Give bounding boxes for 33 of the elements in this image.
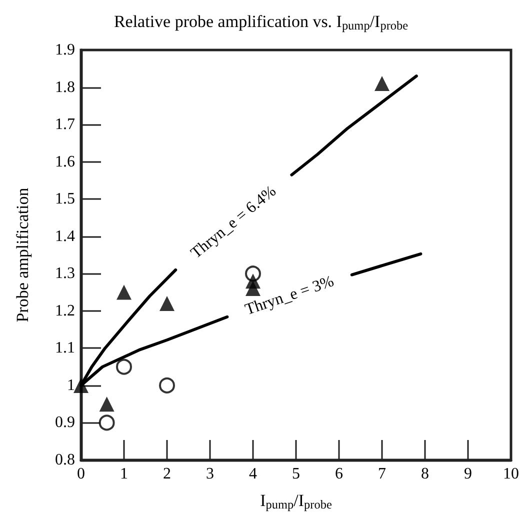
y-tick-label: 1.8 [55,78,75,96]
y-tick-label: 1.4 [55,228,75,245]
y-tick-label: 1.2 [55,302,75,320]
point [159,377,175,394]
y-tick-label: 1.7 [55,116,75,134]
point [99,396,114,412]
x-tick-label: 2 [163,466,171,482]
x-tick-label: 9 [464,466,472,482]
y-tick-label: 1.6 [55,153,75,170]
point [116,284,132,300]
y-tick-label: 0.8 [55,452,75,468]
point [116,358,132,375]
x-tick-label: 7 [378,466,386,482]
x-tick-label: 3 [206,466,214,482]
x-tick-label: 4 [249,466,257,482]
x-tick-label: 10 [503,466,519,482]
x-tick-label: 0 [77,466,85,482]
point [74,378,88,393]
y-axis-title: Probe amplification [13,187,32,322]
x-tick-label: 1 [120,466,128,482]
x-tick-label: 5 [292,466,300,482]
y-tick-label: 1.1 [55,340,75,357]
x-tick-label: 8 [421,466,429,482]
y-tick-label: 0.9 [55,414,75,432]
point [374,76,390,92]
text: Thryn_e = 3% [243,272,336,319]
y-tick-label: 1.3 [55,265,75,282]
y-tick-label: 1.5 [55,190,75,208]
y-tick-label: 1 [67,376,75,394]
x-tick-label: 6 [335,466,343,482]
point [98,414,115,431]
point [160,296,174,311]
y-tick-label: 1.9 [55,42,75,58]
